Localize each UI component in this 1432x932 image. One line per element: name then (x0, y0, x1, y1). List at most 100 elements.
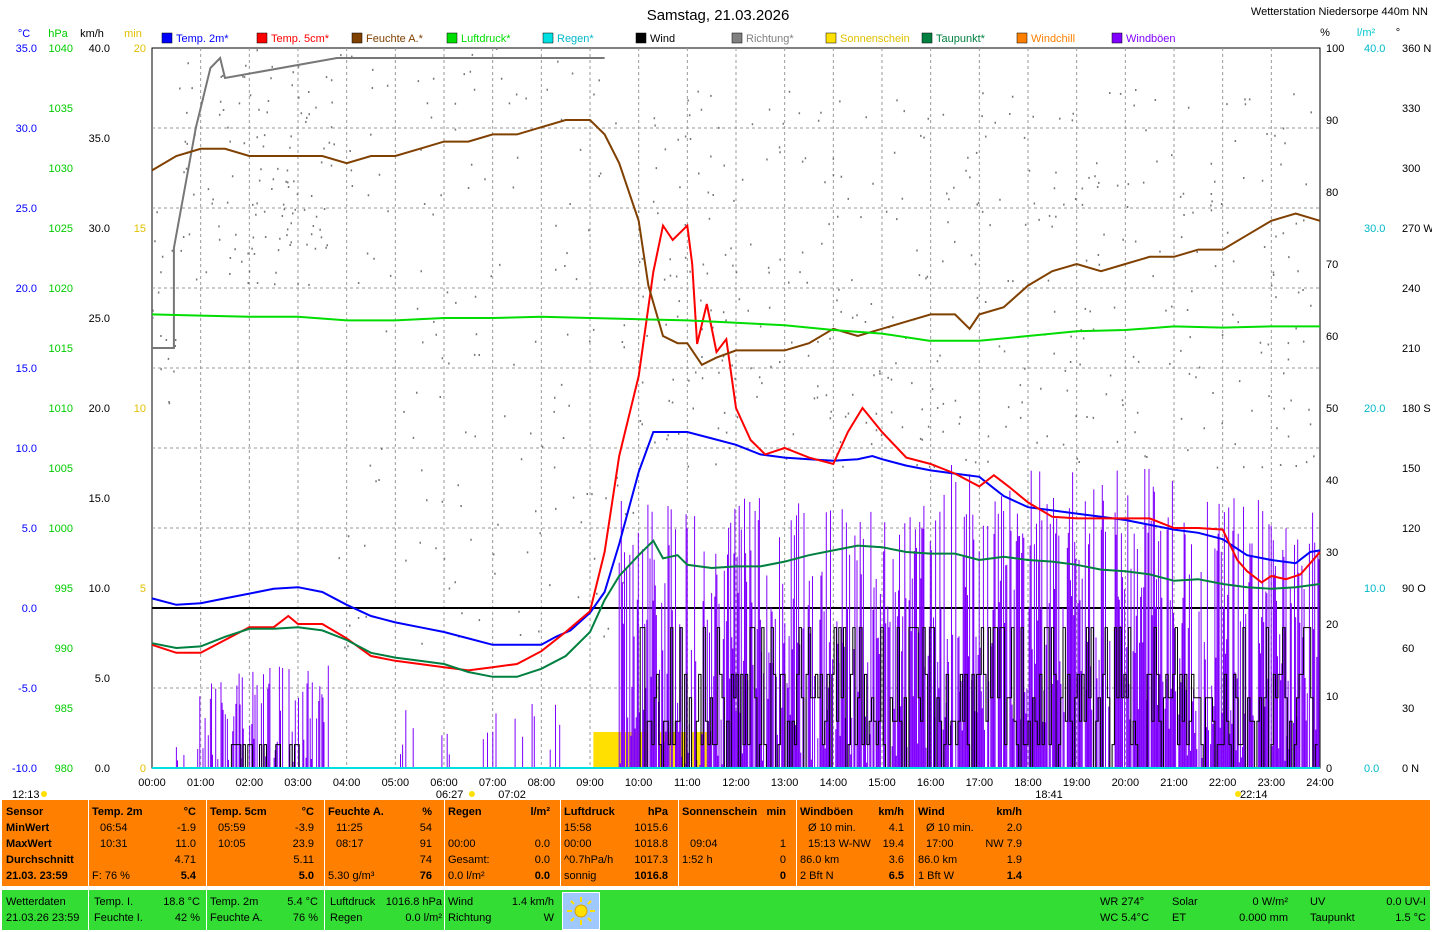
table-header-unit: l/m² (530, 806, 550, 818)
sun-icon (567, 897, 595, 925)
moonset-icon (1235, 791, 1242, 797)
legend-swatch (1111, 32, 1123, 44)
luftdruck-value: 1016.8 hPa (385, 896, 442, 908)
temp-tick-label: 30.0 (16, 123, 37, 135)
table-cell-value: 1016.8 (634, 870, 668, 882)
rain-tick-label: 30.0 (1364, 223, 1385, 235)
table-cell-value: 6.5 (888, 870, 904, 882)
table-cell-value: 0.0 (534, 870, 550, 882)
table-cell-value: 4.1 (888, 822, 904, 834)
rain-tick-label: 40.0 (1364, 43, 1385, 55)
table-cell-note: 5.30 g/m³ (328, 870, 375, 882)
table-header: Windböen (800, 806, 854, 818)
min-tick-label: 10 (134, 403, 146, 415)
dir-tick-label: 210 (1402, 343, 1420, 355)
left-unit-label: min (124, 28, 142, 40)
column-separator (560, 800, 561, 886)
kmh-tick-label: 20.0 (89, 403, 110, 415)
time-tick-label: 09:00 (576, 777, 604, 789)
moonset-label: 22:14 (1240, 789, 1268, 800)
legend-swatch (921, 32, 933, 44)
table-cell-note: 15:13 W-NW (808, 838, 871, 850)
table-cell-value: 0.0 (534, 854, 550, 866)
pct-tick-label: 90 (1326, 115, 1338, 127)
pct-tick-label: 30 (1326, 547, 1338, 559)
temp-tick-label: 20.0 (16, 283, 37, 295)
sunset-label: 18:41 (1035, 789, 1063, 800)
station-name: Wetterstation Niedersorpe 440m NN (1251, 6, 1428, 18)
dawn-icon (468, 791, 475, 797)
legend-swatch (161, 32, 173, 44)
time-tick-label: 21:00 (1160, 777, 1188, 789)
column-separator (324, 800, 325, 886)
dawn-label: 06:27 (436, 789, 464, 800)
weather-icon (562, 892, 600, 930)
wr-value: WR 274° (1100, 896, 1145, 908)
time-tick-label: 00:00 (138, 777, 166, 789)
legend-label: Windchill (1031, 33, 1075, 45)
column-separator (914, 800, 915, 886)
luftdruck-label: Luftdruck (330, 896, 376, 908)
temp-tick-label: -5.0 (18, 683, 37, 695)
time-tick-label: 02:00 (236, 777, 264, 789)
table-header-unit: °C (301, 806, 314, 818)
hpa-tick-label: 995 (55, 583, 73, 595)
pct-tick-label: 40 (1326, 475, 1338, 487)
left-unit-label: °C (18, 28, 30, 40)
series-line-temp2m (151, 431, 1321, 646)
temp-tick-label: 10.0 (16, 443, 37, 455)
current-label-2: 21.03.26 23:59 (6, 912, 80, 924)
table-header-unit: km/h (878, 806, 904, 818)
taupunkt-label: Taupunkt (1310, 912, 1355, 924)
table-cell-note: 15:58 (564, 822, 592, 834)
time-tick-label: 03:00 (284, 777, 312, 789)
table-header-unit: min (766, 806, 786, 818)
table-cell-note: 2 Bft N (800, 870, 834, 882)
table-header: Temp. 5cm (210, 806, 267, 818)
table-header: Wind (918, 806, 945, 818)
left-unit-label: hPa (48, 28, 68, 40)
legend-label: Richtung* (746, 33, 794, 45)
table-cell-note: ^0.7hPa/h (564, 854, 614, 866)
time-tick-label: 17:00 (966, 777, 994, 789)
hpa-tick-label: 980 (55, 763, 73, 775)
kmh-tick-label: 40.0 (89, 43, 110, 55)
column-separator (678, 800, 679, 886)
table-cell-note: Gesamt: (448, 854, 490, 866)
time-tick-label: 14:00 (820, 777, 848, 789)
uv-label: UV (1310, 896, 1326, 908)
table-row-label: MaxWert (6, 838, 52, 850)
legend-label: Temp. 2m* (176, 33, 229, 45)
table-header-unit: km/h (996, 806, 1022, 818)
pct-tick-label: 100 (1326, 43, 1344, 55)
temp2m-label: Temp. 2m (210, 896, 259, 908)
dir-tick-label: 180 S (1402, 403, 1431, 415)
kmh-tick-label: 30.0 (89, 223, 110, 235)
time-tick-label: 13:00 (771, 777, 799, 789)
table-cell-value: 3.6 (888, 854, 904, 866)
left-unit-label: km/h (80, 28, 104, 40)
temp-tick-label: 35.0 (16, 43, 37, 55)
feuchte-i-value: 42 % (174, 912, 200, 924)
table-cell-note: 05:59 (218, 822, 246, 834)
richtung-label: Richtung (448, 912, 492, 924)
rain-tick-label: 0.0 (1364, 763, 1379, 775)
time-tick-label: 10:00 (625, 777, 653, 789)
chart-title: Samstag, 21.03.2026 (647, 7, 790, 24)
kmh-tick-label: 10.0 (89, 583, 110, 595)
table-cell-value: 76 (419, 870, 432, 882)
pct-tick-label: 80 (1326, 187, 1338, 199)
dir-tick-label: 0 N (1402, 763, 1419, 775)
table-cell-value: 1 (779, 838, 786, 850)
table-cell-value: 23.9 (292, 838, 314, 850)
legend-swatch (351, 32, 363, 44)
legend-swatch (635, 32, 647, 44)
et-label: ET (1172, 912, 1187, 924)
time-tick-label: 19:00 (1063, 777, 1091, 789)
table-cell-value: 1018.8 (634, 838, 668, 850)
time-tick-label: 18:00 (1014, 777, 1042, 789)
temp-tick-label: -10.0 (12, 763, 37, 775)
time-tick-label: 23:00 (1258, 777, 1286, 789)
kmh-tick-label: 5.0 (95, 673, 110, 685)
column-separator (444, 800, 445, 886)
